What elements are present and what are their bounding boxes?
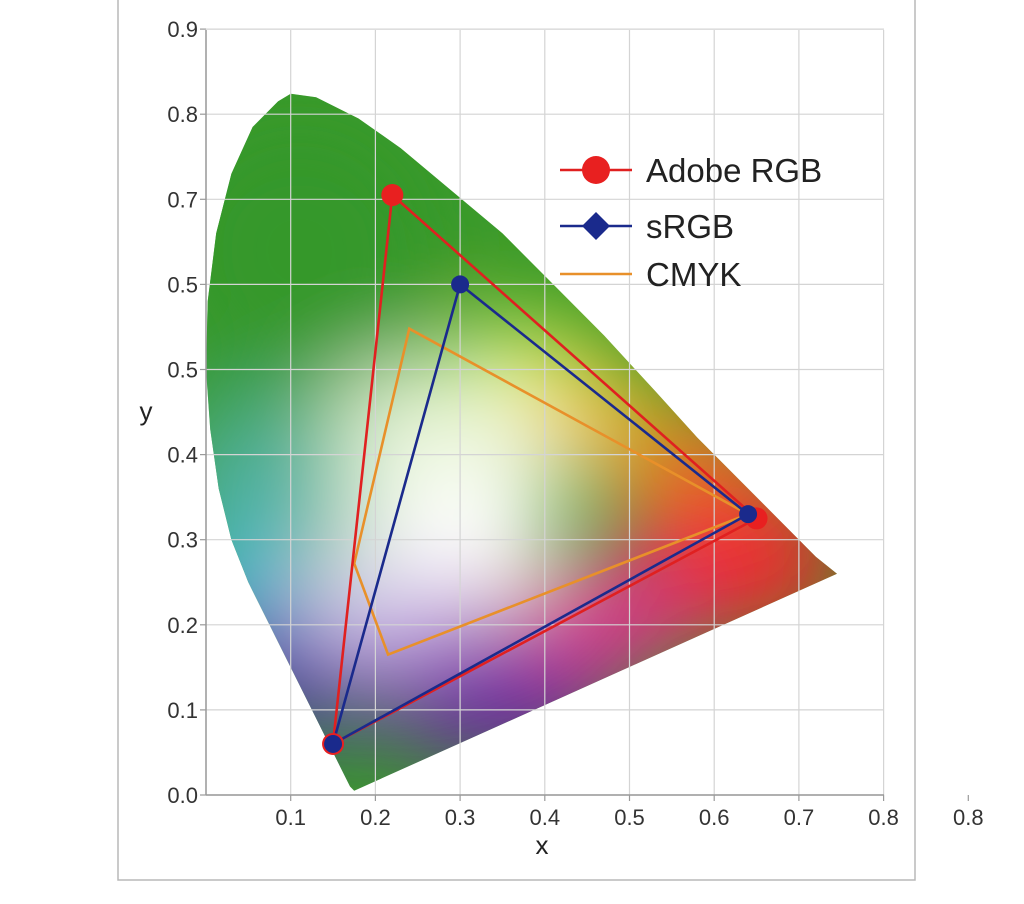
legend-label-adobe-rgb: Adobe RGB [646, 152, 822, 189]
y-tick-label: 0.0 [167, 783, 198, 808]
y-tick-label: 0.4 [167, 443, 198, 468]
x-tick-label: 0.7 [784, 805, 815, 830]
x-tick-label: 0.8 [953, 805, 984, 830]
y-axis-title: y [140, 396, 153, 426]
x-tick-label: 0.8 [868, 805, 899, 830]
primary-point-srgb [324, 734, 343, 753]
primary-point-srgb [739, 505, 758, 524]
y-tick-label: 0.5 [167, 358, 198, 383]
y-tick-label: 0.3 [167, 528, 198, 553]
x-tick-label: 0.3 [445, 805, 476, 830]
x-axis-ticks: 0.1 0.2 0.3 0.4 0.5 0.6 0.7 0.8 0.8 [275, 795, 984, 830]
y-tick-label: 0.1 [167, 698, 198, 723]
y-tick-label: 0.2 [167, 613, 198, 638]
legend-item-srgb: sRGB [560, 208, 734, 245]
legend-label-cmyk: CMYK [646, 256, 741, 293]
y-axis-ticks: 0.0 0.1 0.2 0.3 0.4 0.5 0.5 0.7 0.8 0.9 [167, 17, 206, 808]
x-tick-label: 0.4 [530, 805, 561, 830]
legend-label-srgb: sRGB [646, 208, 734, 245]
x-axis-title: x [536, 830, 549, 860]
gamut-triangle-adobe-rgb [331, 192, 759, 747]
x-tick-label: 0.6 [699, 805, 730, 830]
figure-frame [117, 0, 916, 881]
legend-marker-srgb [582, 212, 610, 240]
grid-lines [205, 28, 885, 796]
legend-item-cmyk: CMYK [560, 256, 741, 293]
y-tick-label: 0.7 [167, 187, 198, 212]
primary-point-adobe-rgb [381, 184, 404, 207]
x-tick-label: 0.2 [360, 805, 391, 830]
gamut-triangle-srgb [330, 282, 751, 747]
legend-item-adobe-rgb: Adobe RGB [560, 152, 822, 189]
y-tick-label: 0.8 [167, 102, 198, 127]
y-tick-label: 0.9 [167, 17, 198, 42]
gamut-series [322, 184, 768, 755]
gamut-color-fill [206, 93, 837, 791]
legend: Adobe RGB sRGB CMYK [560, 152, 822, 293]
gamut-triangle-cmyk [352, 326, 752, 657]
x-tick-label: 0.5 [614, 805, 645, 830]
y-tick-label: 0.5 [167, 272, 198, 297]
x-tick-label: 0.1 [275, 805, 306, 830]
primary-point-srgb [451, 275, 470, 294]
legend-marker-adobe-rgb [582, 156, 610, 184]
